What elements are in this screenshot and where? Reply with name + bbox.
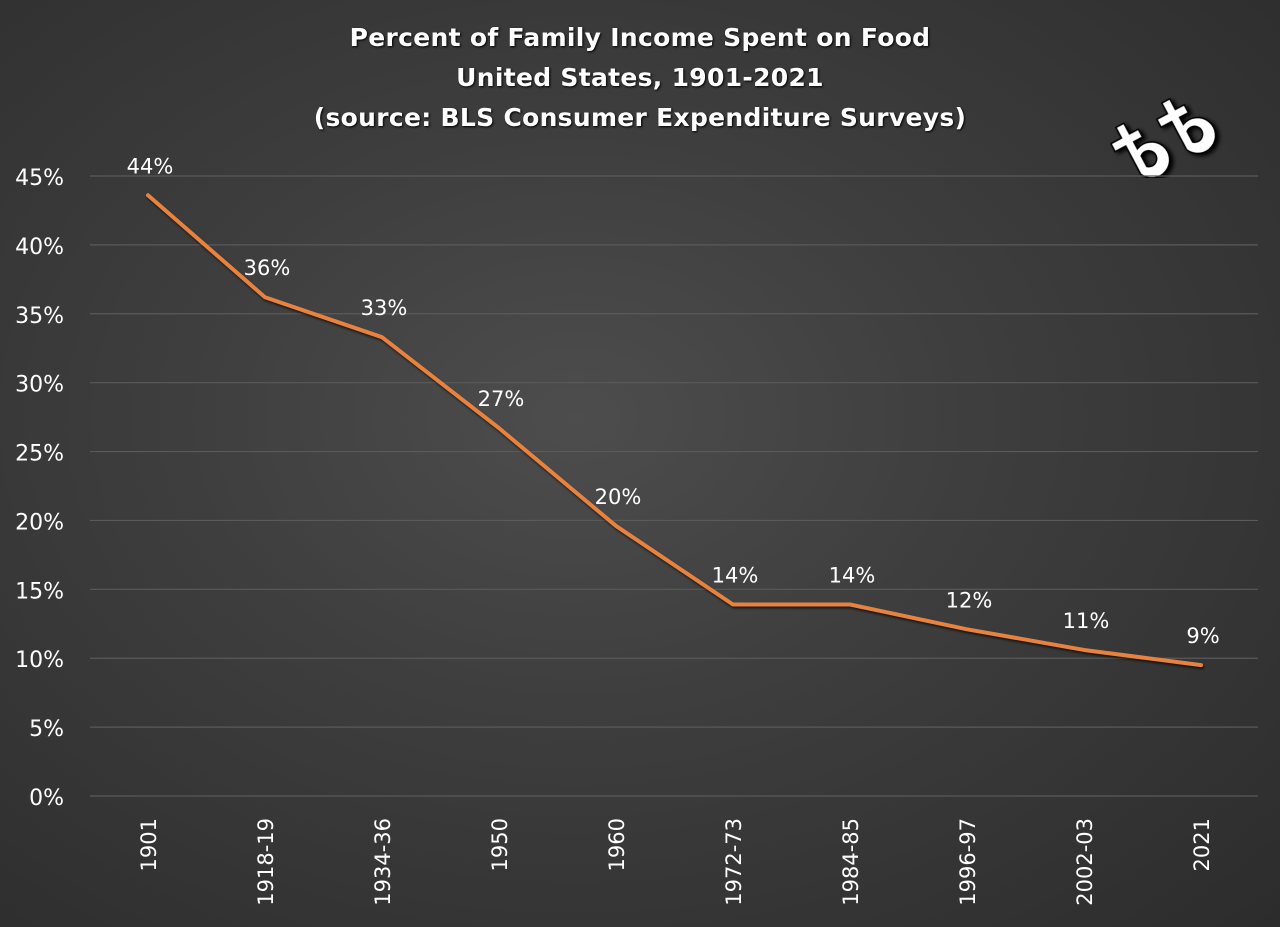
data-labels: 44% 36% 33% 27% 20% 14% 14% 12% 11% 9%	[127, 154, 1220, 648]
x-tick-label: 1972-73	[722, 818, 746, 906]
x-tick-label: 2021	[1190, 818, 1214, 871]
data-label: 9%	[1186, 624, 1219, 648]
x-axis-tick-labels: 1901 1918-19 1934-36 1950 1960 1972-73 1984-85…	[137, 818, 1214, 906]
chart-subtitle: United States, 1901-2021	[456, 63, 824, 92]
y-tick-label: 25%	[15, 442, 64, 467]
data-label: 20%	[595, 485, 642, 509]
data-label: 14%	[829, 563, 876, 587]
series-line	[146, 193, 1203, 668]
y-tick-label: 20%	[15, 510, 64, 535]
data-label: 11%	[1063, 609, 1110, 633]
y-tick-label: 35%	[15, 304, 64, 329]
chart-title: Percent of Family Income Spent on Food	[349, 23, 931, 52]
x-tick-label: 2002-03	[1073, 818, 1097, 906]
data-label: 36%	[244, 256, 291, 280]
x-tick-label: 1984-85	[839, 818, 863, 906]
y-tick-label: 0%	[29, 786, 64, 811]
x-tick-label: 1901	[137, 818, 161, 871]
data-label: 12%	[946, 588, 993, 612]
series-layer	[146, 193, 1203, 668]
x-tick-label: 1918-19	[254, 818, 278, 906]
y-tick-label: 10%	[15, 648, 64, 673]
data-label: 44%	[127, 154, 174, 178]
y-tick-label: 5%	[29, 717, 64, 742]
data-label: 27%	[478, 387, 525, 411]
x-tick-label: 1934-36	[371, 818, 395, 906]
x-tick-label: 1996-97	[956, 818, 980, 906]
y-tick-label: 15%	[15, 579, 64, 604]
y-tick-label: 30%	[15, 373, 64, 398]
chart-source: (source: BLS Consumer Expenditure Survey…	[313, 103, 967, 132]
y-tick-label: 45%	[15, 166, 64, 191]
chart-title-block: Percent of Family Income Spent on Food U…	[0, 18, 1280, 138]
x-tick-label: 1960	[605, 818, 629, 871]
x-tick-label: 1950	[488, 818, 512, 871]
y-tick-label: 40%	[15, 235, 64, 260]
data-label: 14%	[712, 563, 759, 587]
y-axis-tick-labels: 0% 5% 10% 15% 20% 25% 30% 35% 40% 45%	[15, 166, 64, 811]
data-label: 33%	[361, 296, 408, 320]
bb-logo-icon	[1109, 97, 1217, 178]
gridlines	[90, 175, 1258, 797]
